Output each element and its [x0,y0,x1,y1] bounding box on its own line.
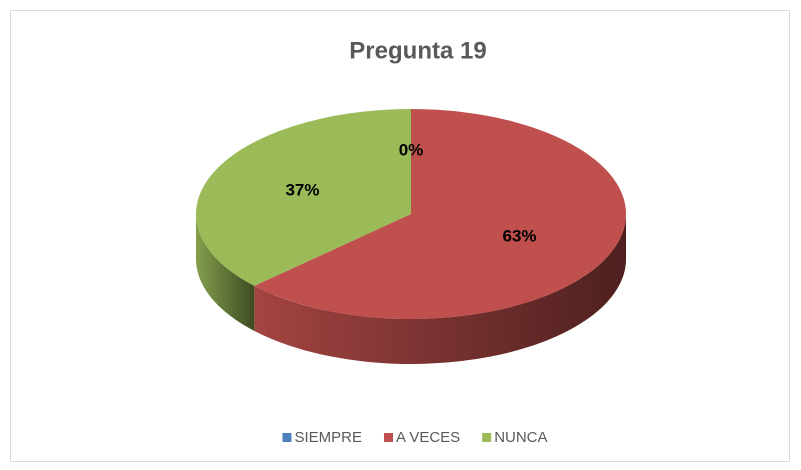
legend-swatch [482,433,492,442]
legend-label: NUNCA [494,429,547,446]
legend-swatch [282,433,292,442]
chart-title: Pregunta 19 [349,37,486,64]
legend-item: A VECES [383,429,460,446]
legend-item: NUNCA [482,429,548,446]
legend-label: SIEMPRE [294,429,362,446]
data-labels: 0% 63% 37% [285,140,536,245]
pie-tops [195,109,626,319]
pie-sides [196,214,627,365]
slice-side-shade [254,214,627,365]
legend: SIEMPRE A VECES NUNCA [282,429,548,446]
data-label: 37% [285,181,319,200]
data-label: 63% [503,226,537,245]
legend-swatch [383,433,393,442]
slice [195,109,411,286]
slice [254,109,626,319]
data-label: 0% [399,140,424,159]
legend-item: SIEMPRE [282,429,362,446]
slice-side-shade [196,214,255,331]
legend-label: A VECES [396,429,460,446]
